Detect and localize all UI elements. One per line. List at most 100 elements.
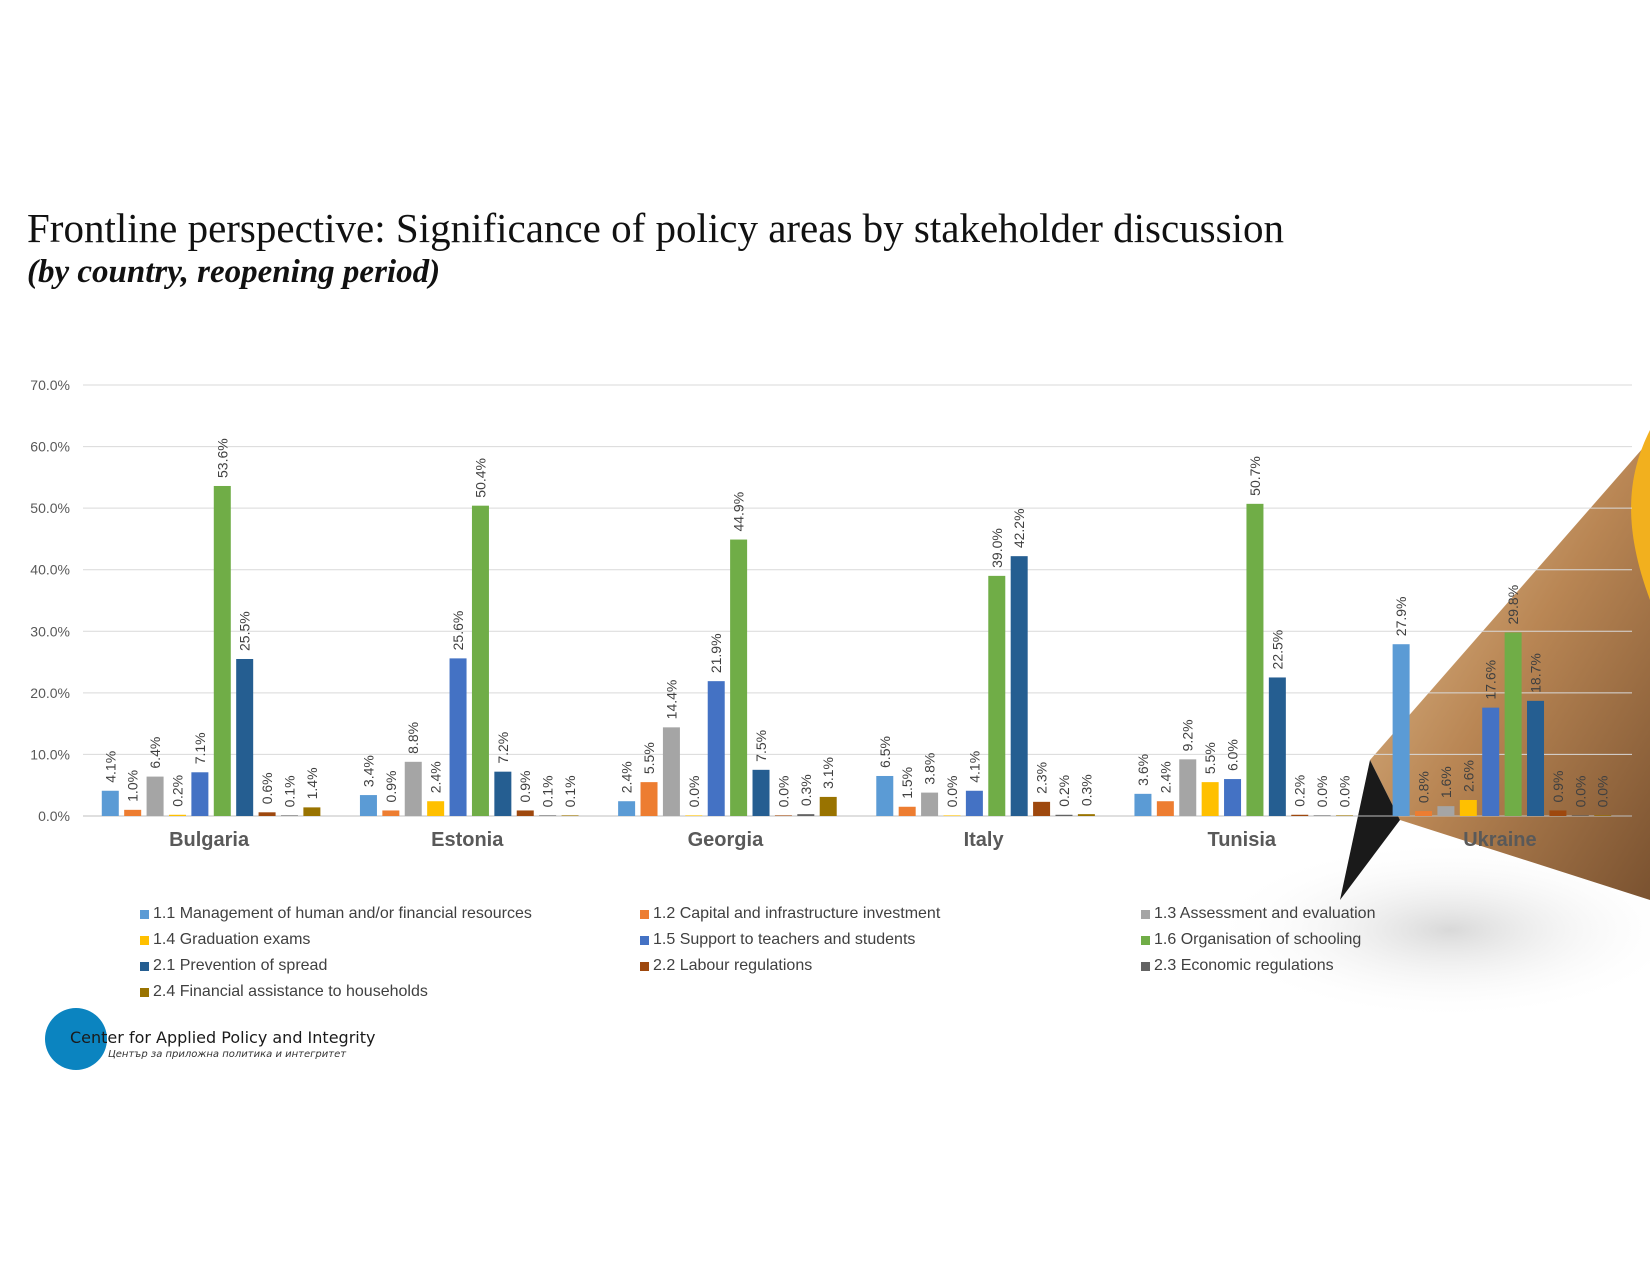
legend-swatch (640, 961, 649, 971)
y-tick-label: 30.0% (30, 623, 70, 639)
bar (1415, 811, 1433, 816)
data-label: 0.9% (517, 771, 533, 803)
bar (359, 795, 377, 816)
bar (1571, 815, 1589, 816)
data-label: 0.0% (944, 775, 960, 807)
legend-item: 1.5 Support to teachers and students (640, 931, 915, 949)
x-category-label: Georgia (688, 829, 764, 851)
data-label: 6.5% (877, 736, 893, 768)
data-label: 44.9% (731, 492, 747, 532)
data-label: 53.6% (214, 438, 230, 478)
legend-swatch (1141, 909, 1150, 919)
y-tick-label: 0.0% (38, 808, 70, 824)
bar (1134, 793, 1152, 816)
data-label: 0.1% (281, 775, 297, 807)
bar (1179, 759, 1197, 816)
bar (101, 790, 119, 816)
bar (561, 815, 579, 816)
logo-subtitle: Център за приложна политика и интегритет (108, 1049, 347, 1060)
bar (382, 810, 400, 816)
bar (427, 801, 445, 816)
legend-label: 1.2 Capital and infrastructure investmen… (653, 905, 941, 922)
bar (1313, 815, 1331, 816)
data-label: 8.8% (405, 722, 421, 754)
x-category-label: Estonia (431, 829, 504, 851)
data-label: 2.4% (428, 761, 444, 793)
bar (876, 775, 894, 816)
data-label: 7.5% (753, 730, 769, 762)
bar (640, 782, 658, 816)
data-label: 25.5% (237, 611, 253, 651)
legend-label: 2.3 Economic regulations (1154, 957, 1334, 974)
data-label: 14.4% (663, 680, 679, 720)
legend-label: 1.4 Graduation exams (153, 931, 311, 948)
data-label: 0.6% (259, 772, 275, 804)
bar (1392, 644, 1410, 816)
bar (819, 796, 837, 816)
legend-label: 2.2 Labour regulations (653, 957, 813, 974)
legend-swatch (1141, 935, 1150, 945)
data-label: 0.0% (775, 775, 791, 807)
data-label: 18.7% (1528, 653, 1544, 693)
data-label: 21.9% (708, 633, 724, 673)
legend-item: 1.1 Management of human and/or financial… (140, 905, 532, 923)
slide-title: Frontline perspective: Significance of p… (27, 205, 1284, 251)
bar (258, 812, 276, 816)
bar (213, 485, 231, 816)
bar (1156, 801, 1174, 816)
data-label: 0.0% (1337, 775, 1353, 807)
bar (774, 815, 792, 816)
data-label: 27.9% (1393, 597, 1409, 637)
data-label: 0.2% (1292, 775, 1308, 807)
bar (1224, 779, 1242, 816)
data-label: 9.2% (1180, 719, 1196, 751)
legend-swatch (1141, 961, 1150, 971)
bar (730, 539, 748, 816)
y-tick-label: 20.0% (30, 685, 70, 701)
legend-item: 1.4 Graduation exams (140, 931, 310, 949)
data-label: 3.6% (1135, 754, 1151, 786)
legend-item: 1.3 Assessment and evaluation (1141, 905, 1375, 923)
bar (124, 809, 142, 816)
data-label: 5.5% (1202, 742, 1218, 774)
y-tick-label: 60.0% (30, 439, 70, 455)
data-label: 17.6% (1483, 660, 1499, 700)
data-label: 3.4% (360, 755, 376, 787)
bar-chart: 0.0% 10.0% 20.0% 30.0% 40.0% 50.0% 60.0% 70.0% 4… (30, 377, 1632, 851)
data-label: 4.1% (966, 751, 982, 783)
data-label: 2.4% (1157, 761, 1173, 793)
legend-item: 1.2 Capital and infrastructure investmen… (640, 905, 940, 923)
bar (539, 815, 557, 816)
bar (1201, 782, 1219, 816)
bar (965, 790, 983, 816)
data-label: 50.7% (1247, 456, 1263, 496)
bar (988, 575, 1006, 816)
legend-label: 1.5 Support to teachers and students (653, 931, 916, 948)
bar (516, 810, 534, 816)
data-label: 25.6% (450, 611, 466, 651)
x-category-label: Italy (964, 829, 1005, 851)
data-label: 1.4% (304, 767, 320, 799)
bar (898, 806, 916, 816)
legend-swatch (640, 909, 649, 919)
legend-label: 2.4 Financial assistance to households (153, 983, 428, 1000)
bar (1549, 810, 1567, 816)
bar (471, 505, 489, 816)
data-label: 2.3% (1034, 762, 1050, 794)
slide-subtitle: (by country, reopening period) (27, 254, 441, 290)
data-label: 0.1% (540, 775, 556, 807)
data-label: 0.3% (1078, 774, 1094, 806)
y-tick-label: 10.0% (30, 746, 70, 762)
bar (404, 761, 422, 816)
data-label: 7.2% (495, 732, 511, 764)
organization-logo: Center for Applied Policy and Integrity … (45, 1008, 445, 1072)
data-label: 0.0% (1572, 775, 1588, 807)
data-label: 22.5% (1269, 630, 1285, 670)
legend-label: 1.1 Management of human and/or financial… (153, 905, 532, 922)
data-label: 0.9% (383, 771, 399, 803)
x-category-label: Ukraine (1463, 829, 1536, 851)
x-category-label: Tunisia (1207, 829, 1276, 851)
bar (303, 807, 321, 816)
data-label: 0.9% (1550, 771, 1566, 803)
data-label: 0.8% (1416, 771, 1432, 803)
